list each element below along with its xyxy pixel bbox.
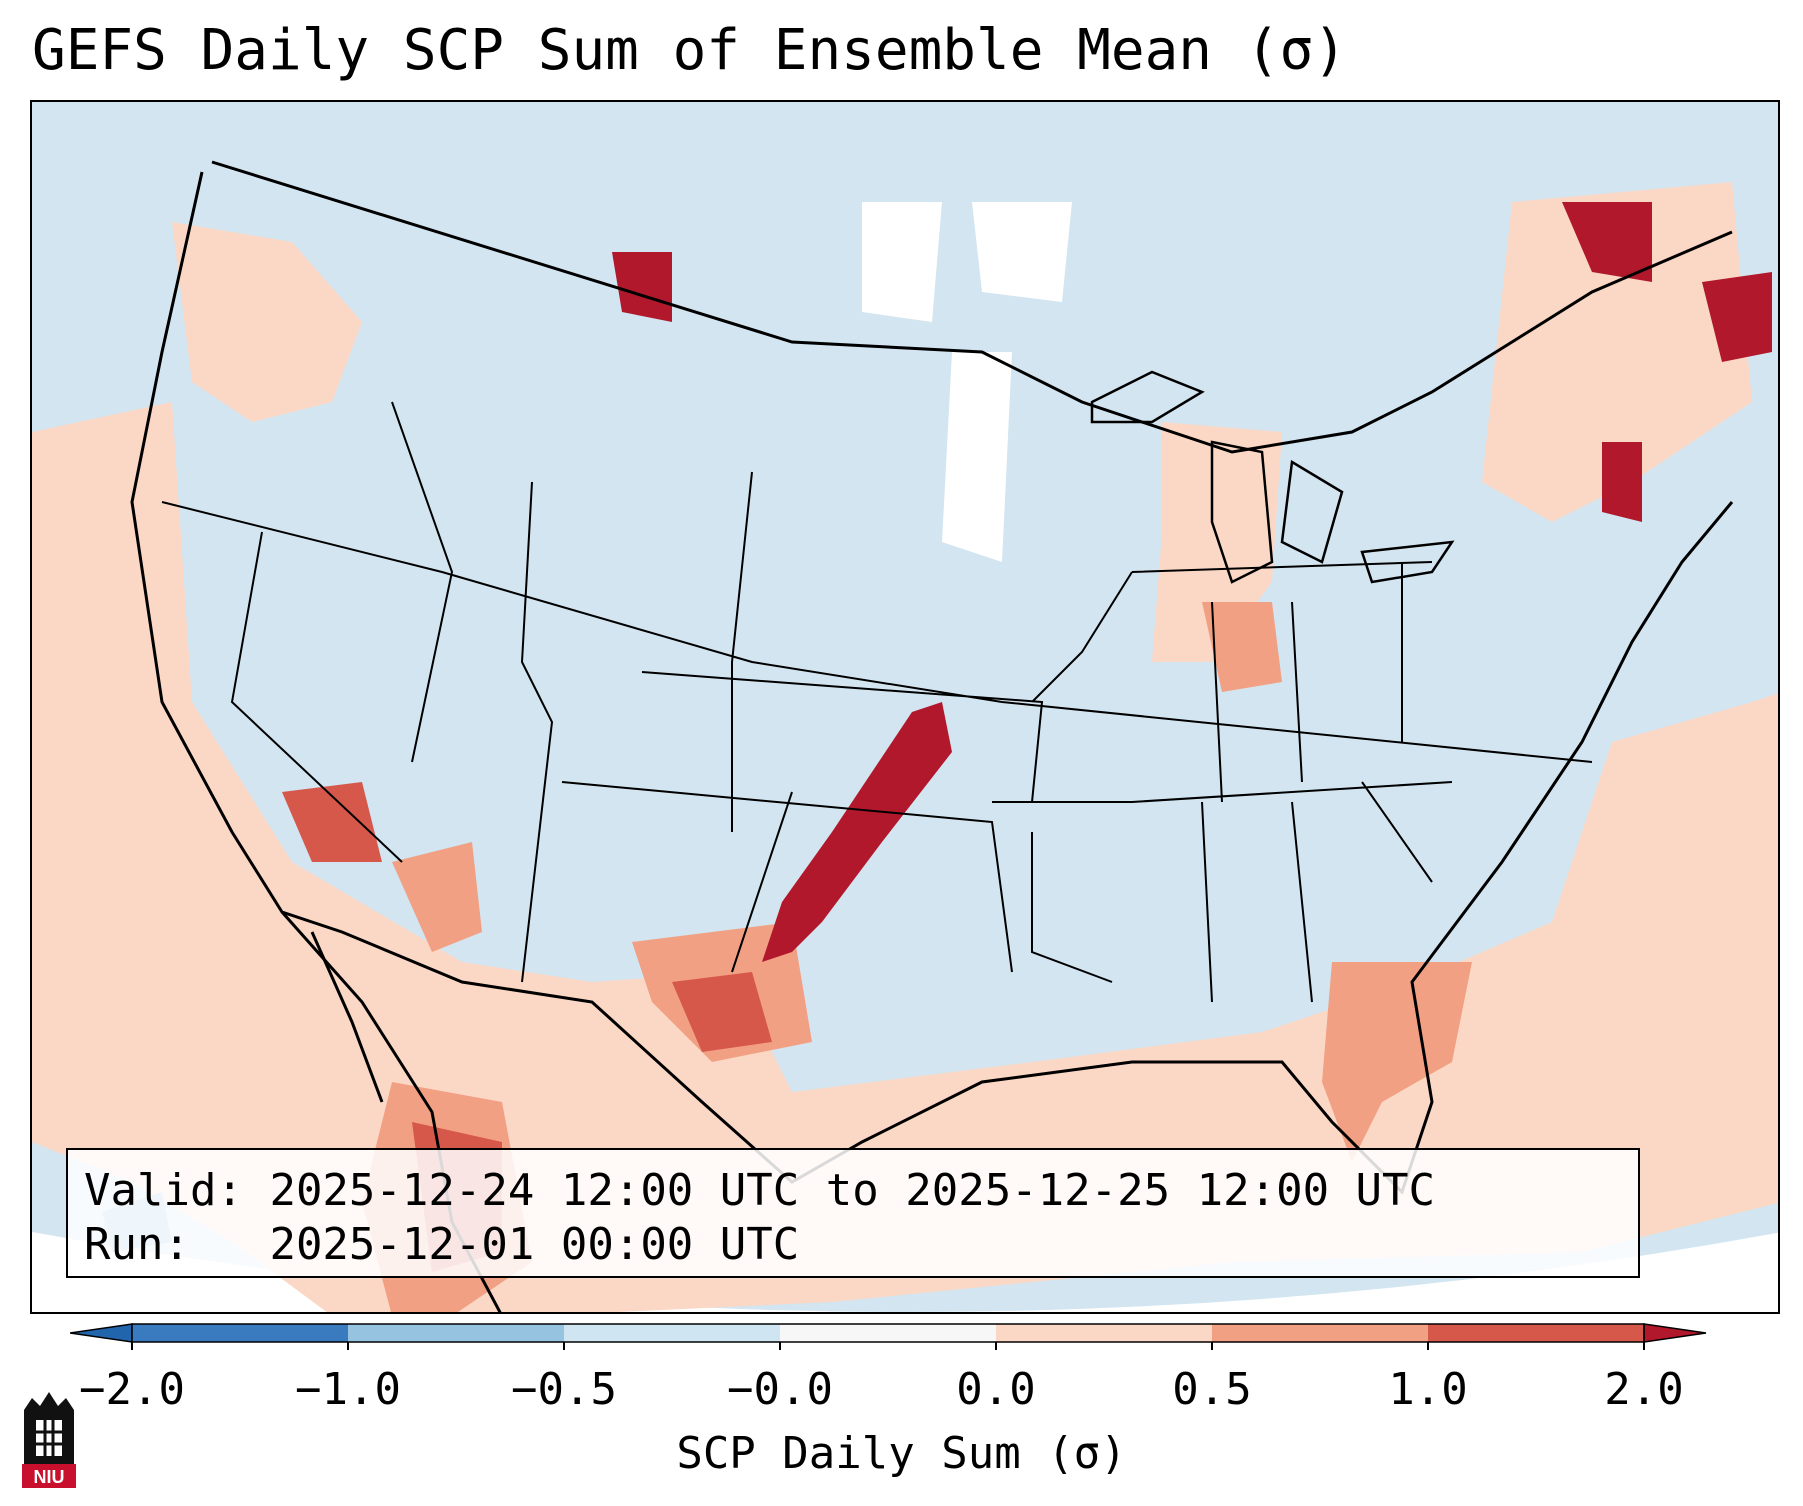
medium-positive-region bbox=[1202, 602, 1282, 692]
colorbar-segment bbox=[132, 1324, 348, 1342]
strong-positive-region bbox=[672, 972, 772, 1052]
extreme-positive-region bbox=[1562, 202, 1652, 282]
colorbar-tick-label: −2.0 bbox=[79, 1364, 185, 1415]
extreme-positive-band bbox=[762, 702, 952, 962]
neutral-region bbox=[862, 202, 942, 322]
colorbar-segment bbox=[1212, 1324, 1428, 1342]
colorbar-tick-label: 0.0 bbox=[956, 1364, 1036, 1415]
colorbar bbox=[70, 1323, 1707, 1350]
colorbar-over-arrow bbox=[1643, 1323, 1707, 1343]
colorbar-tick-label: 2.0 bbox=[1604, 1364, 1684, 1415]
colorbar-segment bbox=[996, 1324, 1212, 1342]
colorbar-outline bbox=[131, 1323, 1645, 1343]
colorbar-label: SCP Daily Sum (σ) bbox=[676, 1428, 1127, 1479]
colorbar-tick-label: 1.0 bbox=[1388, 1364, 1468, 1415]
baja-peninsula bbox=[310, 931, 384, 1103]
extreme-positive-region bbox=[1602, 442, 1642, 522]
valid-line: Valid: 2025-12-24 12:00 UTC to 2025-12-2… bbox=[84, 1164, 1638, 1218]
run-line: Run: 2025-12-01 00:00 UTC bbox=[84, 1218, 1638, 1272]
extreme-positive-region bbox=[1702, 272, 1772, 362]
colorbar-segment bbox=[348, 1324, 564, 1342]
colorbar-segment bbox=[780, 1324, 996, 1342]
political-boundaries bbox=[130, 160, 1734, 1312]
great-lakes bbox=[1090, 370, 1455, 584]
niu-logo: NIU bbox=[22, 1392, 76, 1488]
run-label: Run: bbox=[84, 1219, 190, 1270]
light-positive-region bbox=[1482, 182, 1752, 522]
state-lines bbox=[161, 401, 1593, 1003]
us-canada-border bbox=[211, 160, 1733, 454]
colorbar-segment bbox=[1428, 1324, 1644, 1342]
medium-positive-region bbox=[392, 842, 482, 952]
light-positive-region bbox=[172, 222, 362, 422]
colorbar-tick-label: −0.5 bbox=[511, 1364, 617, 1415]
colorbar-under-arrow bbox=[70, 1323, 133, 1343]
neutral-region bbox=[972, 202, 1072, 302]
scp-map bbox=[32, 102, 1778, 1312]
niu-logo-text: NIU bbox=[34, 1467, 65, 1487]
colorbar-tick-label: −1.0 bbox=[295, 1364, 401, 1415]
colorbar-tick-label: −0.0 bbox=[727, 1364, 833, 1415]
valid-label: Valid: bbox=[84, 1165, 243, 1216]
niu-logo-grid bbox=[36, 1420, 62, 1456]
valid-text: 2025-12-24 12:00 UTC to 2025-12-25 12:00… bbox=[269, 1165, 1436, 1216]
info-box: Valid: 2025-12-24 12:00 UTC to 2025-12-2… bbox=[66, 1148, 1640, 1278]
medium-positive-region bbox=[1322, 962, 1472, 1162]
page-title: GEFS Daily SCP Sum of Ensemble Mean (σ) bbox=[32, 18, 1347, 83]
colorbar-segment bbox=[564, 1324, 780, 1342]
strong-positive-region bbox=[282, 782, 382, 862]
map-panel: Valid: 2025-12-24 12:00 UTC to 2025-12-2… bbox=[30, 100, 1780, 1314]
niu-logo-banner bbox=[22, 1464, 76, 1488]
neutral-region bbox=[942, 352, 1012, 562]
extreme-positive-region bbox=[612, 252, 672, 322]
us-coastline bbox=[130, 171, 1734, 1195]
run-text: 2025-12-01 00:00 UTC bbox=[269, 1219, 800, 1270]
niu-logo-window bbox=[36, 1420, 62, 1456]
colorbar-tick-label: 0.5 bbox=[1172, 1364, 1252, 1415]
